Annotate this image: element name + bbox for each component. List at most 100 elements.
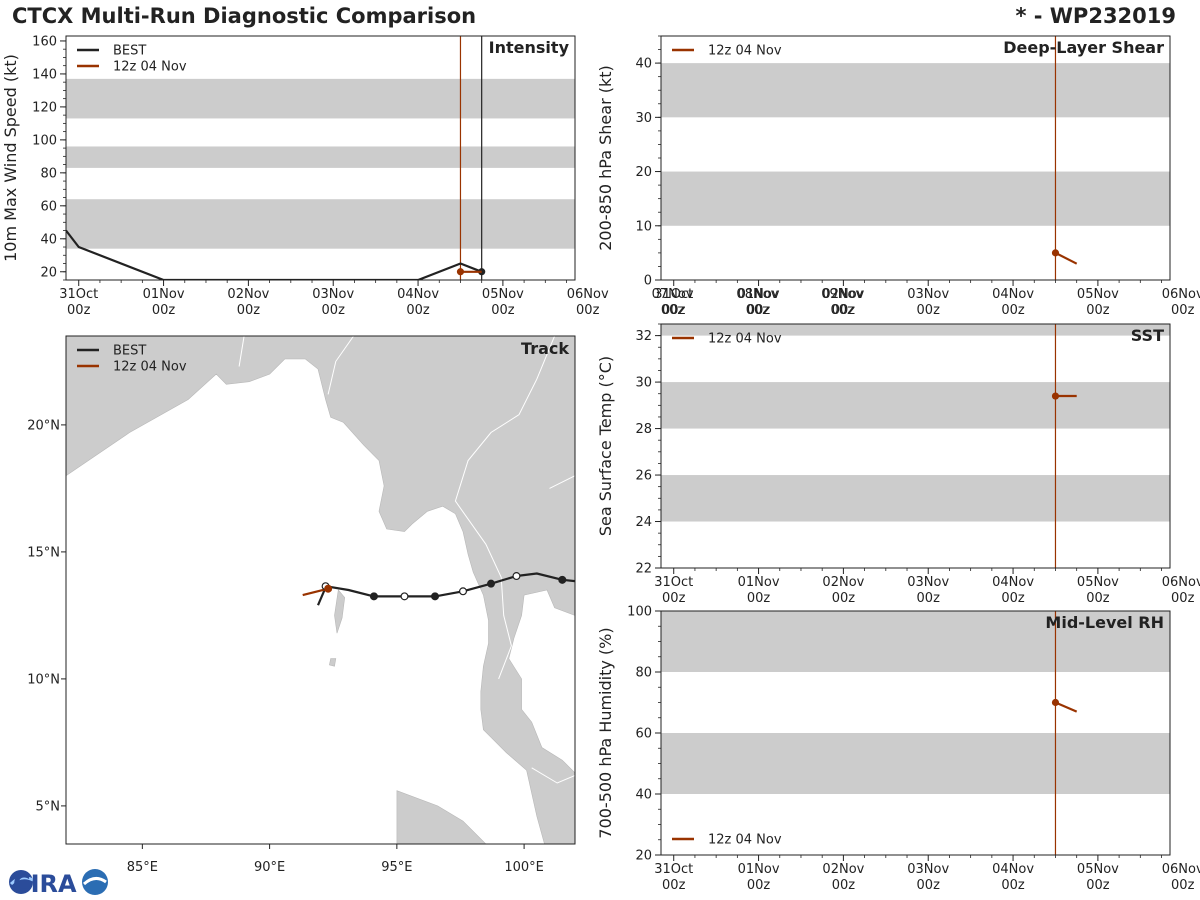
sst-y-tick-label: 32	[635, 329, 652, 344]
rh-x-tick-hour: 00z	[662, 878, 686, 893]
track-land	[66, 336, 575, 844]
rh-series-line	[1055, 701, 1078, 713]
rh-x-tick-day: 02Nov	[822, 862, 864, 877]
rh-x-tick-day: 03Nov	[907, 862, 949, 877]
sst-x-tick-day: 31Oct	[654, 575, 693, 590]
rh-band	[661, 611, 1170, 672]
track-position-point	[431, 592, 440, 601]
rh-x-tick-hour: 00z	[747, 878, 771, 893]
sst-band	[661, 382, 1170, 429]
shear-x-tick-day: 31Oct	[654, 287, 693, 302]
intensity-x-tick-hour: 00z	[237, 303, 261, 318]
track-border-line	[327, 336, 355, 395]
rh-x-tick-day: 05Nov	[1077, 862, 1119, 877]
rh-x-tick-hour: 00z	[1001, 878, 1025, 893]
track-panel: 85°E 90°E 95°E 100°E 5°N 10°N 15°N 20°N Track BES…	[27, 335, 576, 875]
intensity-y-tick-label: 60	[40, 199, 57, 214]
rh-y-tick-label: 60	[635, 727, 652, 742]
intensity-x-tick-day: 03Nov	[312, 287, 354, 302]
sst-y-tick-label: 26	[635, 469, 652, 484]
track-legend-label: 12z 04 Nov	[113, 360, 187, 375]
shear-x-tick-hour: 00z	[832, 303, 856, 318]
intensity-series-line	[66, 229, 483, 280]
shear-data-point	[1051, 249, 1060, 257]
intensity-x-tick-day: 01Nov	[143, 287, 185, 302]
track-land	[329, 658, 337, 667]
shear-frame	[660, 35, 1171, 281]
rh-title: Mid-Level RH	[1045, 613, 1164, 632]
rh-x-tick-day: 04Nov	[992, 862, 1034, 877]
sst-y-tick-label: 30	[635, 376, 652, 391]
track-land	[334, 589, 346, 634]
shear-y-tick-label: 40	[635, 57, 652, 72]
logo-seal	[82, 869, 108, 895]
track-position-point	[487, 579, 496, 588]
sst-x-tick-hour: 00z	[747, 591, 771, 606]
shear-x-tick-day: 01Nov	[738, 287, 780, 302]
track-position-point	[459, 587, 468, 596]
intensity-x-tick-hour: 00z	[491, 303, 515, 318]
sst-x-tick-hour: 00z	[1171, 591, 1195, 606]
intensity-y-tick-label: 40	[40, 232, 57, 247]
sst-x-tick-day: 04Nov	[992, 575, 1034, 590]
sst-series-group	[1051, 392, 1077, 400]
rh-data-point	[1051, 698, 1060, 707]
intensity-x-tick-hour: 00z	[661, 303, 685, 318]
sst-x-tick-hour: 00z	[662, 591, 686, 606]
intensity-band	[66, 146, 575, 168]
sst-panel: 22242628303231Oct00z01Nov00z02Nov00z03No…	[596, 323, 1200, 606]
shear-y-tick-label: 10	[635, 219, 652, 234]
rh-panel: 2040608010031Oct00z01Nov00z02Nov00z03Nov…	[596, 605, 1200, 894]
intensity-data-point	[456, 268, 465, 276]
shear-x-tick-day: 06Nov	[1162, 287, 1200, 302]
track-position-point	[324, 584, 333, 593]
intensity-series-group	[66, 229, 486, 280]
rh-series-group	[1051, 698, 1078, 713]
intensity-x-tick-day: 05Nov	[482, 287, 524, 302]
intensity-x-tick-hour: 00z	[322, 303, 346, 318]
rh-y-tick-label: 20	[635, 849, 652, 864]
track-y-tick-label: 15°N	[27, 545, 60, 560]
rh-y-tick-label: 40	[635, 788, 652, 803]
sst-band	[661, 475, 1170, 522]
sst-legend-label: 12z 04 Nov	[708, 332, 782, 347]
page-title: CTCX Multi-Run Diagnostic Comparison	[12, 4, 477, 28]
rh-x-tick-hour: 00z	[832, 878, 856, 893]
sst-x-tick-day: 03Nov	[907, 575, 949, 590]
intensity-x-tick-day: 07Nov	[652, 287, 694, 302]
track-x-tick-label: 85°E	[127, 860, 158, 875]
intensity-y-tick-label: 20	[40, 265, 57, 280]
intensity-legend-label: BEST	[113, 44, 146, 59]
shear-y-tick-label: 20	[635, 165, 652, 180]
track-border-line	[454, 336, 556, 680]
intensity-x-tick-day: 09Nov	[821, 287, 863, 302]
track-border-line	[531, 767, 575, 784]
rh-band	[661, 733, 1170, 794]
shear-x-tick-day: 03Nov	[907, 287, 949, 302]
rh-x-tick-day: 06Nov	[1162, 862, 1200, 877]
intensity-x-tick-hour: 00z	[406, 303, 430, 318]
intensity-x-tick-day: 31Oct	[59, 287, 98, 302]
sst-x-tick-hour: 00z	[832, 591, 856, 606]
rh-frame	[660, 610, 1171, 856]
intensity-band	[66, 78, 575, 119]
sst-x-tick-day: 01Nov	[738, 575, 780, 590]
sst-y-axis-label: Sea Surface Temp (°C)	[596, 356, 615, 536]
track-position-point	[512, 572, 521, 581]
track-border-line	[549, 475, 575, 489]
intensity-y-tick-label: 160	[32, 34, 57, 49]
sst-y-tick-label: 22	[635, 562, 652, 577]
shear-x-tick-hour: 00z	[917, 303, 941, 318]
sst-title: SST	[1131, 326, 1164, 345]
rh-y-tick-label: 100	[627, 605, 652, 620]
sst-x-tick-day: 06Nov	[1162, 575, 1200, 590]
intensity-x-tick-hour: 00z	[831, 303, 855, 318]
shear-x-tick-day: 02Nov	[822, 287, 864, 302]
intensity-legend-label: 12z 04 Nov	[113, 60, 187, 75]
sst-x-tick-hour: 00z	[1086, 591, 1110, 606]
intensity-x-tick-day: 02Nov	[227, 287, 269, 302]
shear-title: Deep-Layer Shear	[1003, 38, 1164, 57]
sst-x-tick-day: 02Nov	[822, 575, 864, 590]
shear-y-tick-label: 30	[635, 111, 652, 126]
